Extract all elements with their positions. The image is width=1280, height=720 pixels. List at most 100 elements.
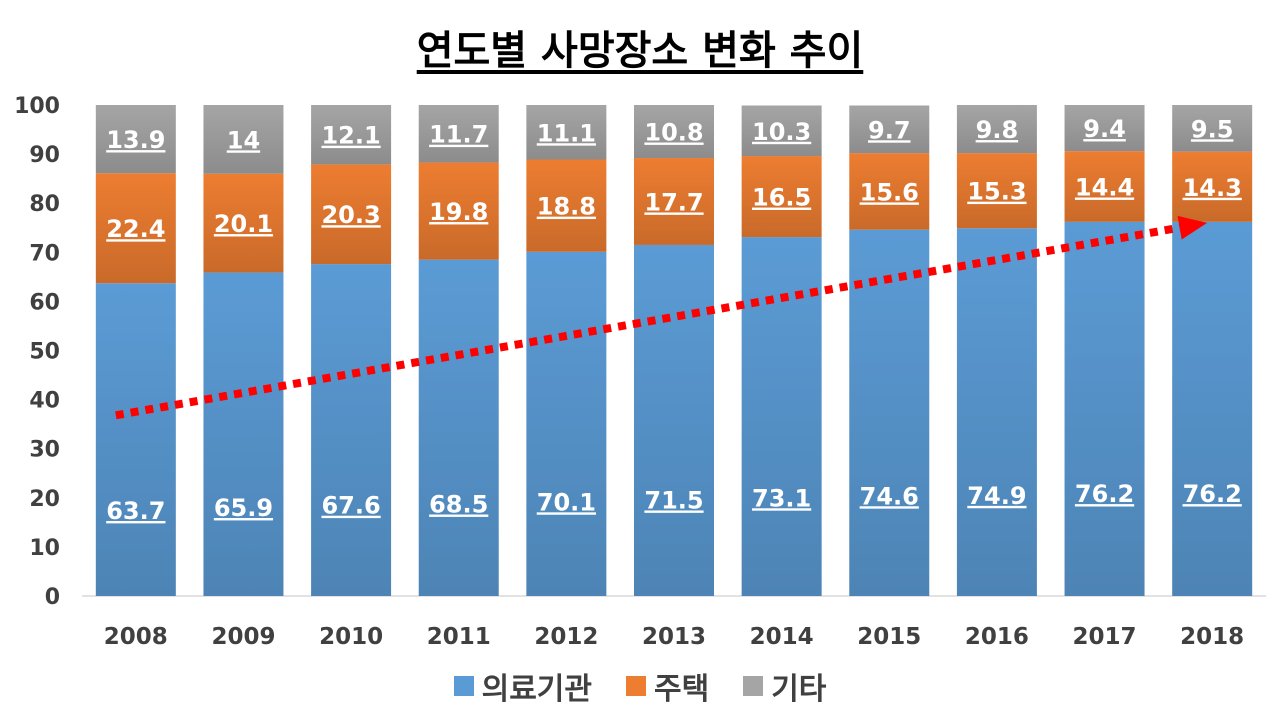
legend-swatch	[743, 676, 764, 696]
x-tick-label: 2011	[427, 624, 491, 650]
y-tick-label: 20	[29, 487, 60, 512]
bar-medical	[1064, 221, 1145, 596]
data-label: 20.3	[321, 201, 380, 229]
x-tick-label: 2009	[211, 624, 275, 650]
data-label: 76.2	[1075, 480, 1134, 508]
x-tick-label: 2013	[642, 624, 706, 650]
bar-medical	[956, 228, 1037, 596]
legend-item: 의료기관	[453, 664, 592, 708]
legend-label: 의료기관	[481, 672, 592, 707]
x-tick-label: 2018	[1180, 624, 1244, 650]
data-label: 16.5	[752, 184, 811, 212]
legend-label: 주택	[654, 672, 710, 707]
data-label: 14.4	[1075, 174, 1134, 202]
legend-swatch	[453, 676, 474, 696]
bar-other	[956, 105, 1037, 154]
data-label: 9.8	[976, 116, 1019, 144]
bar-home	[1172, 151, 1253, 222]
bar-home	[526, 159, 607, 252]
y-tick-label: 100	[14, 94, 60, 119]
x-tick-label: 2015	[857, 624, 921, 650]
bar-medical	[418, 259, 499, 596]
data-label: 18.8	[537, 193, 596, 221]
bar-other	[95, 105, 176, 174]
y-tick-label: 90	[29, 143, 60, 168]
bar-other	[1172, 105, 1253, 152]
bar-home	[956, 153, 1037, 229]
chart-title: 연도별 사망장소 변화 추이	[416, 28, 864, 74]
data-label: 9.7	[868, 116, 911, 144]
data-label: 67.6	[321, 492, 380, 520]
bar-other	[741, 105, 822, 157]
bar-home	[95, 173, 176, 284]
bar-other	[849, 105, 930, 154]
data-label: 9.4	[1083, 115, 1126, 143]
x-tick-label: 2010	[319, 624, 383, 650]
x-tick-label: 2012	[534, 624, 598, 650]
data-label: 68.5	[429, 491, 488, 519]
data-label: 10.3	[752, 118, 811, 146]
bar-medical	[203, 272, 284, 596]
data-label: 73.1	[752, 484, 811, 512]
data-label: 13.9	[106, 126, 165, 154]
bar-medical	[526, 251, 607, 596]
bar-medical	[95, 283, 176, 596]
y-tick-label: 60	[29, 290, 60, 315]
data-label: 15.3	[967, 178, 1026, 206]
data-label: 70.1	[537, 488, 596, 516]
data-label: 11.7	[429, 121, 488, 149]
data-label: 9.5	[1191, 115, 1234, 143]
bar-home	[741, 156, 822, 238]
x-tick-label: 2017	[1073, 624, 1137, 650]
bar-medical	[849, 229, 930, 597]
data-label: 63.7	[106, 497, 165, 525]
bar-medical	[311, 264, 392, 596]
y-tick-label: 70	[29, 241, 60, 266]
data-label: 22.4	[106, 215, 165, 243]
y-tick-label: 30	[29, 438, 60, 463]
x-tick-label: 2014	[750, 624, 814, 650]
bar-home	[634, 158, 714, 245]
y-tick-label: 80	[29, 192, 60, 217]
data-label: 76.2	[1183, 480, 1242, 508]
data-label: 17.7	[644, 188, 703, 216]
y-tick-label: 50	[29, 340, 60, 365]
data-label: 74.6	[860, 482, 919, 510]
bar-home	[418, 162, 499, 260]
data-label: 14	[227, 126, 260, 154]
data-label: 65.9	[214, 494, 273, 522]
data-label: 71.5	[644, 486, 703, 514]
y-tick-label: 0	[45, 585, 60, 610]
data-label: 15.6	[860, 178, 919, 206]
x-tick-label: 2008	[104, 624, 168, 650]
trend-arrow-head	[1177, 215, 1208, 240]
bar-other	[1064, 105, 1145, 152]
legend-item: 기타	[743, 664, 826, 708]
bar-other	[526, 105, 607, 160]
bar-medical	[741, 237, 822, 597]
data-label: 10.8	[644, 119, 703, 147]
bar-other	[418, 105, 499, 163]
data-label: 74.9	[967, 482, 1026, 510]
data-label: 19.8	[429, 198, 488, 226]
data-label: 14.3	[1183, 174, 1242, 202]
data-label: 11.1	[537, 119, 596, 147]
bar-home	[311, 164, 392, 265]
bar-home	[203, 173, 284, 273]
trend-arrow-line	[115, 223, 1181, 420]
legend-swatch	[626, 676, 646, 696]
legend-label: 기타	[771, 672, 827, 707]
data-label: 20.1	[214, 210, 273, 238]
legend: 의료기관 주택 기타	[0, 664, 1280, 708]
x-tick-label: 2016	[965, 624, 1029, 650]
bar-other	[634, 105, 714, 159]
bar-other	[311, 105, 392, 165]
legend-item: 주택	[626, 664, 709, 708]
bar-home	[849, 153, 930, 230]
data-label: 12.1	[321, 122, 380, 150]
bar-home	[1064, 151, 1145, 222]
bar-medical	[1172, 221, 1253, 596]
bar-other	[203, 105, 284, 174]
